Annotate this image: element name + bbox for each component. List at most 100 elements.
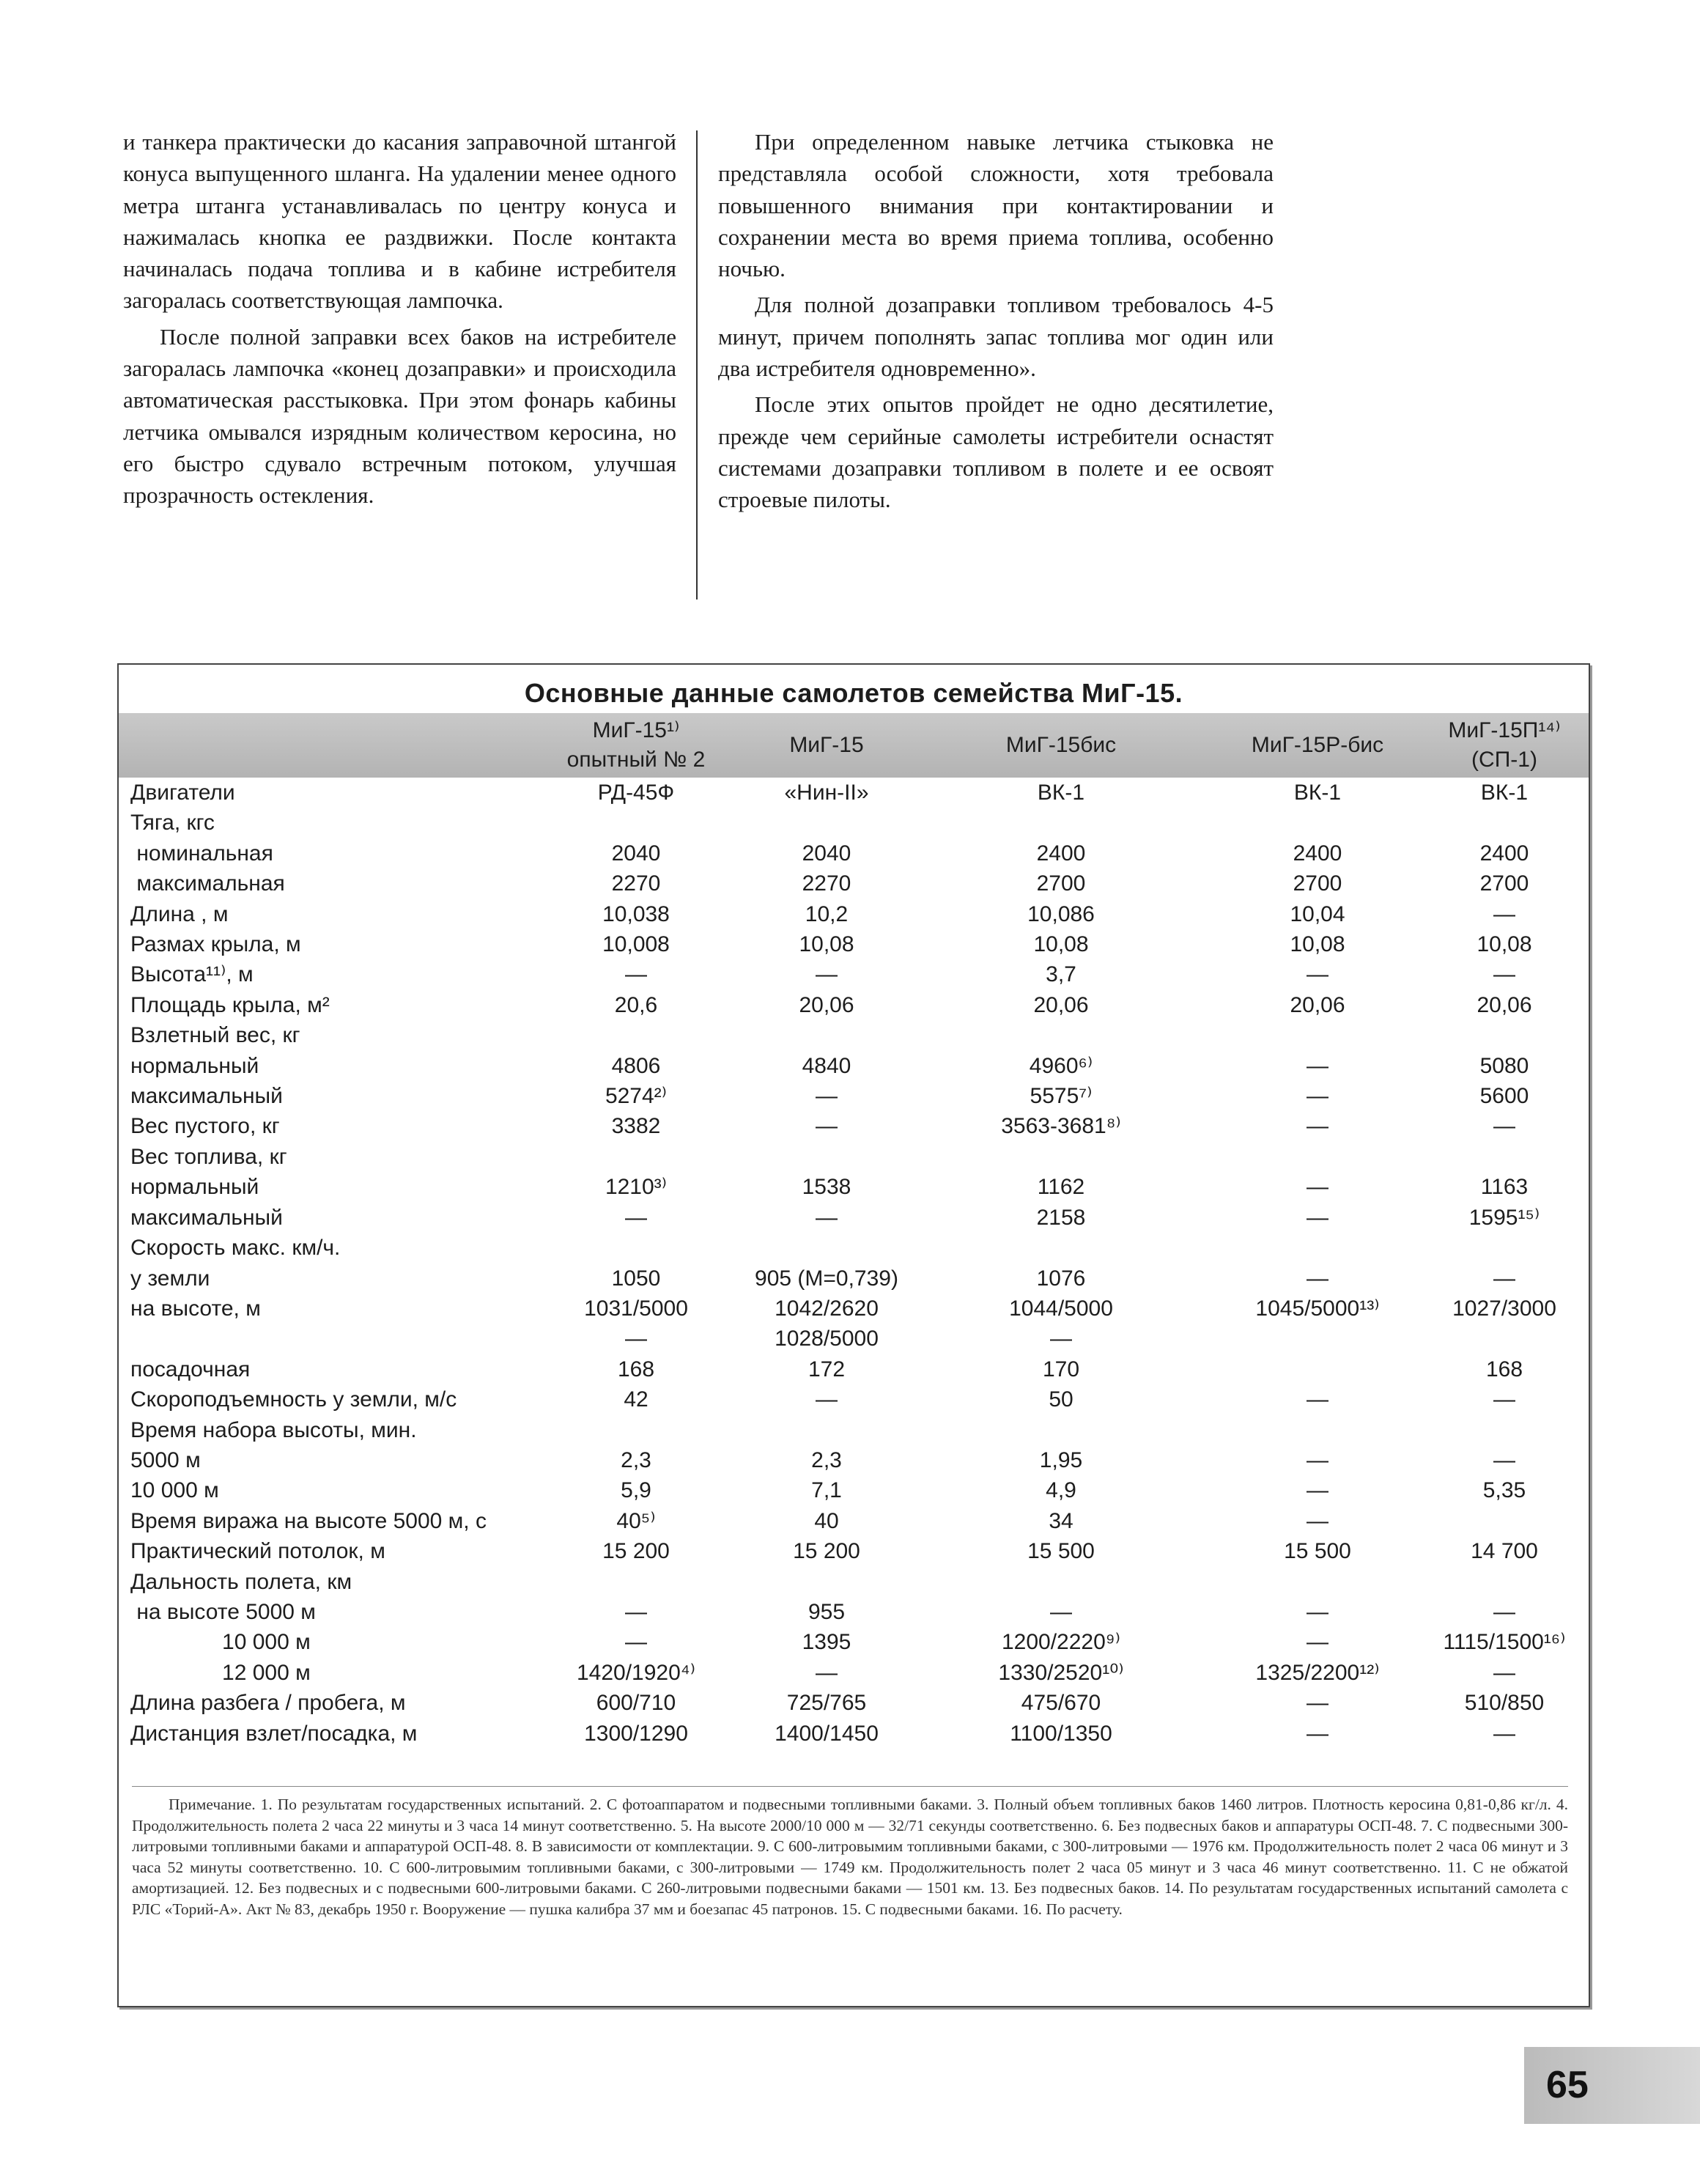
table-cell: 475/670: [1021, 1691, 1101, 1716]
table-cell: 10,086: [1027, 901, 1095, 926]
table-cell: [541, 1415, 731, 1445]
table-cell: 2270: [802, 871, 851, 896]
table-cell: [1435, 808, 1574, 838]
table-row: Время виража на высоте 5000 м, с 40⁵⁾ 40 34…: [130, 1506, 1574, 1536]
row-label: нормальный: [130, 1175, 259, 1200]
table-cell: —: [1493, 1660, 1515, 1685]
table-cell: РД-45Ф: [597, 781, 675, 805]
table-row: нормальный 1210³⁾ 1538 1162 — 1163: [130, 1172, 1574, 1202]
table-cell: 2700: [1479, 871, 1529, 896]
table-row: посадочная 168 172 170 168: [130, 1354, 1574, 1384]
table-cell: [1435, 1324, 1574, 1354]
table-row: Скорость макс. км/ч.: [130, 1233, 1574, 1263]
table-cell: [922, 1142, 1200, 1172]
table-cell: —: [1307, 1721, 1328, 1746]
table-cell: 40⁵⁾: [616, 1508, 656, 1533]
table-cell: 1325/2200¹²⁾: [1255, 1660, 1380, 1685]
table-cell: [1200, 1020, 1435, 1050]
table-cell: —: [1307, 1447, 1328, 1472]
table-row: Длина разбега / пробега, м 600/710 725/765…: [130, 1688, 1574, 1718]
table-cell: 172: [808, 1357, 846, 1381]
table-cell: 15 500: [1284, 1539, 1351, 1564]
table-cell: 1163: [1480, 1175, 1529, 1200]
table-cell: 600/710: [596, 1691, 676, 1716]
table-cell: 4,9: [1046, 1478, 1076, 1503]
table-cell: —: [1493, 1266, 1515, 1291]
table-cell: 5600: [1479, 1084, 1529, 1109]
column-divider: [696, 130, 698, 600]
table-cell: —: [1307, 1084, 1328, 1109]
table-cell: ВК-1: [1037, 781, 1085, 805]
row-label: на высоте 5000 м: [130, 1599, 316, 1624]
table-cell: 1115/1500¹⁶⁾: [1443, 1630, 1566, 1655]
row-label: Высота¹¹⁾, м: [130, 962, 254, 987]
table-cell: 1028/5000: [775, 1327, 879, 1351]
row-label: Площадь крыла, м²: [130, 992, 330, 1017]
table-row: 5000 м 2,3 2,3 1,95 — —: [130, 1445, 1574, 1475]
paragraph: и танкера практически до касания заправо…: [123, 129, 676, 314]
table-cell: —: [1493, 1114, 1515, 1139]
table-cell: [1200, 1324, 1435, 1354]
row-label: 10 000 м: [130, 1478, 219, 1503]
table-cell: —: [1307, 1599, 1328, 1624]
table-cell: —: [1493, 962, 1515, 987]
table-cell: 20,06: [1290, 992, 1345, 1017]
table-cell: —: [1307, 1053, 1328, 1078]
left-column: и танкера практически до касания заправо…: [123, 126, 676, 516]
table-cell: —: [1307, 1114, 1328, 1139]
table-cell: 955: [808, 1599, 846, 1624]
row-label: нормальный: [130, 1053, 259, 1078]
table-cell: [1200, 1142, 1435, 1172]
table-cell: [731, 1020, 922, 1050]
table-row: Высота¹¹⁾, м — — 3,7 — —: [130, 959, 1574, 989]
table-row: на высоте 5000 м — 955 — — —: [130, 1597, 1574, 1627]
table-row: Дальность полета, км: [130, 1567, 1574, 1597]
table-row: 10 000 м 5,9 7,1 4,9 — 5,35: [130, 1475, 1574, 1505]
table-cell: 3,7: [1046, 962, 1076, 987]
table-cell: —: [1050, 1327, 1072, 1351]
table-cell: [922, 1233, 1200, 1263]
table-cell: 1300/1290: [584, 1721, 688, 1746]
table-cell: [541, 1142, 731, 1172]
table-row: Вес топлива, кг: [130, 1142, 1574, 1172]
table-row: максимальный 5274²⁾ — 5575⁷⁾ — 5600: [130, 1081, 1574, 1111]
table-row: 10 000 м — 1395 1200/2220⁹⁾ — 1115/1500¹⁶⁾: [130, 1627, 1574, 1657]
table-cell: —: [816, 1205, 838, 1230]
row-label: максимальная: [130, 871, 285, 896]
table-cell: —: [1307, 1387, 1328, 1412]
table-cell: 1420/1920⁴⁾: [576, 1660, 696, 1685]
table-cell: 20,6: [614, 992, 658, 1017]
table-cell: 1200/2220⁹⁾: [1001, 1630, 1121, 1655]
paragraph: При определенном навыке летчика стыковка…: [718, 129, 1274, 282]
table-cell: 2,3: [811, 1447, 842, 1472]
row-label: Длина , м: [130, 901, 229, 926]
table-row: Площадь крыла, м² 20,6 20,06 20,06 20,06 20,0…: [130, 990, 1574, 1020]
table-cell: —: [1307, 1266, 1328, 1291]
table-cell: —: [1307, 962, 1328, 987]
table-cell: 168: [617, 1357, 655, 1381]
table-cell: 10,2: [805, 901, 849, 926]
table-cell: 2400: [1036, 841, 1086, 866]
table-row: Практический потолок, м 15 200 15 200 15 50…: [130, 1536, 1574, 1566]
table-cell: 1330/2520¹⁰⁾: [998, 1660, 1124, 1685]
table-cell: [1435, 1233, 1574, 1263]
table-body: Двигатели РД-45Ф «Нин-II» ВК-1 ВК-1 ВК-1 Тяга,…: [130, 778, 1574, 1749]
row-label: Время виража на высоте 5000 м, с: [130, 1508, 487, 1533]
table-cell: —: [1493, 901, 1515, 926]
table-cell: [1435, 1142, 1574, 1172]
table-cell: 5575⁷⁾: [1030, 1084, 1093, 1109]
row-label: на высоте, м: [130, 1296, 261, 1321]
row-label: Размах крыла, м: [130, 932, 301, 957]
table-row: Взлетный вес, кг: [130, 1020, 1574, 1050]
table-cell: 5080: [1479, 1053, 1529, 1078]
table-cell: 15 200: [793, 1539, 860, 1564]
table-cell: —: [1493, 1387, 1515, 1412]
table-row: Длина , м 10,038 10,2 10,086 10,04 —: [130, 899, 1574, 929]
row-label: Длина разбега / пробега, м: [130, 1691, 406, 1716]
table-cell: [1200, 1415, 1435, 1445]
table-row: — 1028/5000 —: [130, 1324, 1574, 1354]
table-cell: [1435, 1415, 1574, 1445]
table-cell: [731, 808, 922, 838]
table-note: Примечание. 1. По результатам государств…: [132, 1786, 1568, 1920]
